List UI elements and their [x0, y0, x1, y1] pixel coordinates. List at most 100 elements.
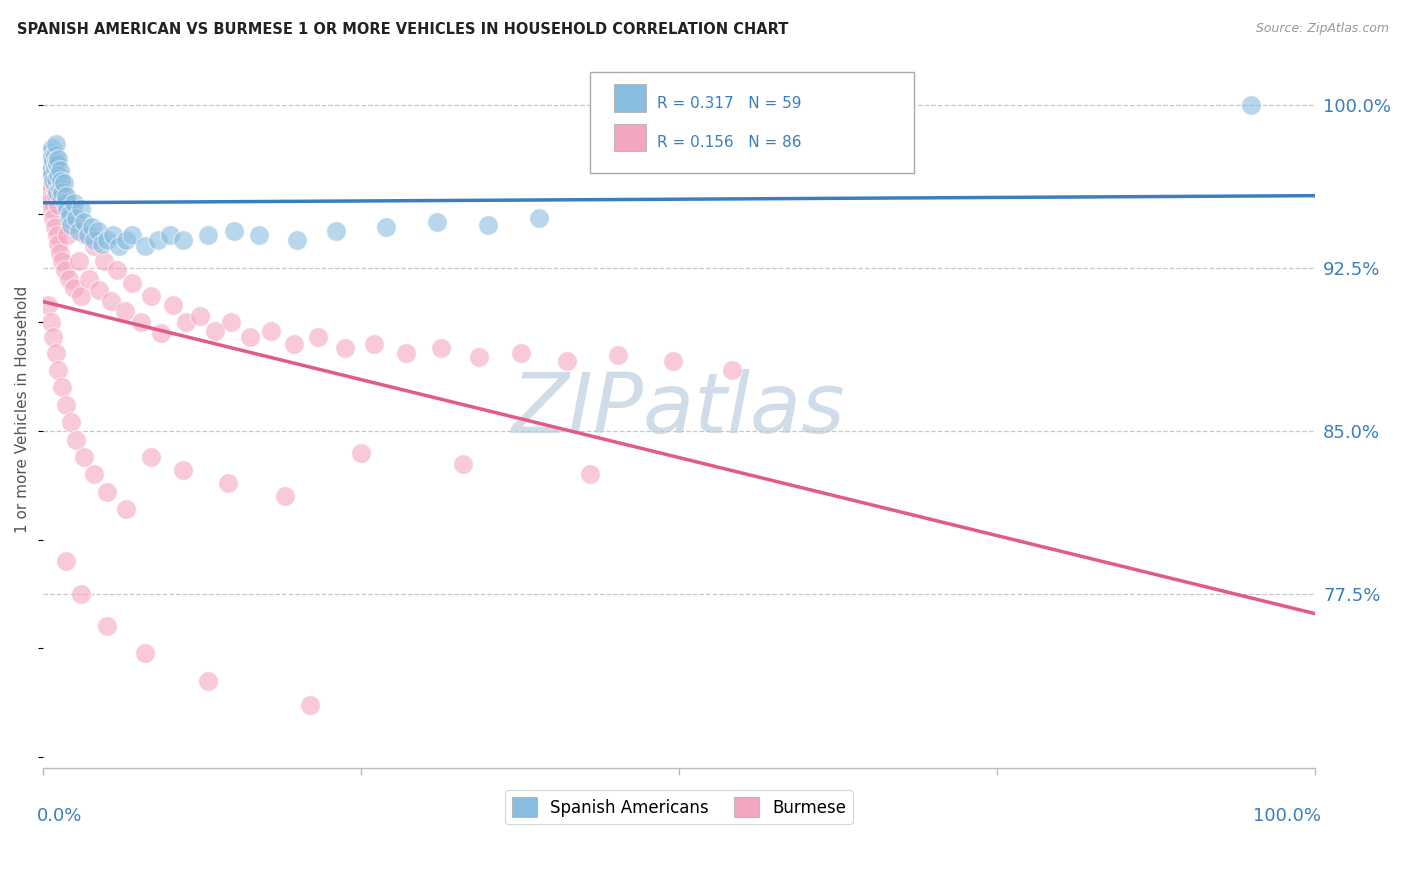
Point [108, 239, 131, 253]
Point [42, 211, 65, 225]
Point [53, 263, 76, 277]
Point [39, 194, 62, 208]
Point [62, 195, 84, 210]
Point [134, 239, 156, 253]
Point [115, 233, 138, 247]
Point [62, 280, 84, 294]
Point [45, 137, 67, 152]
Point [46, 159, 69, 173]
Point [274, 489, 297, 503]
Point [174, 315, 197, 329]
Point [115, 502, 138, 516]
Point [51, 380, 73, 394]
Point [45, 150, 67, 164]
Point [39, 163, 62, 178]
Point [58, 272, 80, 286]
Point [37, 174, 59, 188]
Point [105, 263, 128, 277]
Point [42, 154, 65, 169]
Point [83, 233, 105, 247]
Point [325, 224, 347, 238]
Point [70, 289, 93, 303]
Point [76, 228, 98, 243]
Point [67, 224, 90, 238]
Point [46, 156, 69, 170]
Point [172, 233, 194, 247]
Point [197, 673, 219, 688]
Point [430, 342, 453, 356]
Point [48, 163, 70, 178]
Point [67, 254, 90, 268]
Point [44, 148, 66, 162]
Point [58, 211, 80, 225]
Point [394, 345, 416, 359]
Point [96, 233, 118, 247]
Point [121, 228, 143, 243]
Point [299, 698, 322, 712]
Point [45, 172, 67, 186]
Point [48, 168, 70, 182]
Text: R = 0.156   N = 86: R = 0.156 N = 86 [658, 135, 801, 150]
Point [287, 233, 309, 247]
Point [606, 348, 628, 362]
Point [121, 276, 143, 290]
Point [38, 185, 60, 199]
Point [197, 228, 219, 243]
FancyBboxPatch shape [591, 72, 914, 172]
Point [260, 324, 283, 338]
Point [93, 254, 115, 268]
Point [375, 219, 398, 234]
Point [51, 254, 73, 268]
Legend: Spanish Americans, Burmese: Spanish Americans, Burmese [505, 790, 853, 824]
Point [48, 237, 70, 252]
Point [37, 298, 59, 312]
Point [45, 345, 67, 359]
Point [41, 163, 63, 178]
Point [114, 304, 136, 318]
Point [56, 228, 79, 243]
Point [101, 228, 124, 243]
Point [96, 619, 118, 633]
Point [283, 337, 305, 351]
Point [89, 283, 111, 297]
Text: R = 0.317   N = 59: R = 0.317 N = 59 [658, 95, 801, 111]
Point [77, 272, 100, 286]
Point [70, 587, 93, 601]
Point [96, 484, 118, 499]
Point [55, 554, 77, 568]
Point [55, 398, 77, 412]
Point [46, 185, 69, 199]
Point [55, 189, 77, 203]
Point [90, 237, 112, 252]
Point [141, 450, 163, 464]
Point [477, 218, 499, 232]
Point [527, 211, 550, 225]
Point [350, 445, 373, 459]
Point [49, 189, 72, 203]
Point [221, 315, 243, 329]
Point [59, 207, 82, 221]
Point [247, 228, 270, 243]
Point [39, 153, 62, 167]
Point [48, 168, 70, 182]
Point [45, 154, 67, 169]
Point [56, 202, 79, 217]
Point [38, 145, 60, 160]
Point [37, 159, 59, 173]
Point [60, 202, 83, 217]
Point [48, 245, 70, 260]
Point [65, 211, 87, 225]
Point [60, 415, 83, 429]
Point [510, 345, 533, 359]
Point [48, 363, 70, 377]
Point [51, 185, 73, 199]
Point [53, 195, 76, 210]
Text: ZIPatlas: ZIPatlas [512, 368, 846, 450]
Point [134, 646, 156, 660]
Point [75, 228, 97, 243]
Point [222, 224, 245, 238]
Point [579, 467, 602, 482]
Point [48, 153, 70, 167]
Point [39, 315, 62, 329]
Point [83, 467, 105, 482]
